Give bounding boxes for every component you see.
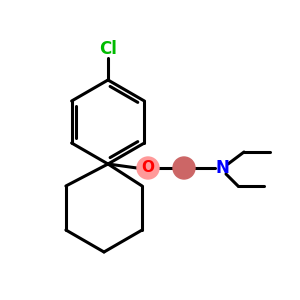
Circle shape [173,157,195,179]
Text: O: O [142,160,154,175]
Circle shape [137,157,159,179]
Text: N: N [215,159,229,177]
Text: Cl: Cl [99,40,117,58]
